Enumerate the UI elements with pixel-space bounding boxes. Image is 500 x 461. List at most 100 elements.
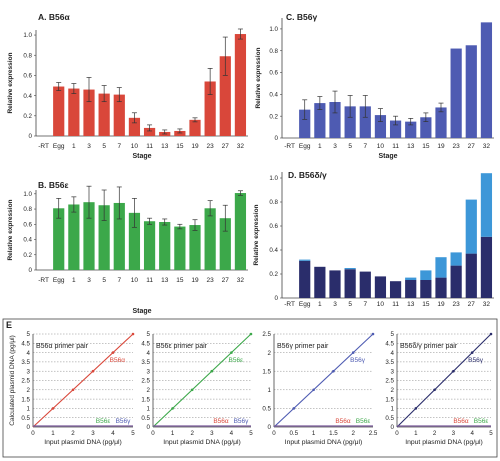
other-plasmid-label: B56α xyxy=(335,418,351,425)
data-point xyxy=(452,369,455,373)
bar xyxy=(405,121,417,138)
other-plasmid-label: B56ε xyxy=(356,418,371,425)
bar xyxy=(98,205,110,270)
y-tick-label: 0.5 xyxy=(21,415,30,422)
y-tick-label: 0 xyxy=(29,133,33,140)
x-axis-label: Stage xyxy=(132,308,151,315)
bar-segment xyxy=(374,276,387,298)
data-point xyxy=(470,351,474,354)
y-axis-label: Relative expression xyxy=(255,47,262,108)
y-tick-label: 1.0 xyxy=(269,26,278,33)
x-tick-label: 10 xyxy=(377,143,385,150)
x-axis-label: Input plasmid DNA (pg/μl) xyxy=(405,439,483,446)
y-tick-label: 1.5 xyxy=(262,368,271,375)
x-tick-label: 19 xyxy=(437,301,445,308)
x-tick-label: 3 xyxy=(452,430,456,437)
bar xyxy=(53,208,65,270)
x-tick-label: 32 xyxy=(237,277,245,284)
x-tick-label: 13 xyxy=(161,277,169,284)
x-tick-label: 7 xyxy=(117,143,121,150)
x-tick-label: 7 xyxy=(117,277,121,284)
bar xyxy=(68,204,80,270)
x-tick-label: -RT xyxy=(284,143,295,150)
bar xyxy=(219,56,231,136)
x-tick-label: 11 xyxy=(146,143,153,150)
x-tick-label: 2 xyxy=(71,430,75,437)
y-tick-label: 1.0 xyxy=(23,191,32,198)
y-tick-label: 4 xyxy=(391,350,395,357)
y-tick-label: 3.5 xyxy=(385,359,394,366)
x-axis-label: Stage xyxy=(378,153,397,160)
x-tick-label: 1.5 xyxy=(329,430,338,437)
bar xyxy=(128,117,141,136)
y-tick-label: 1.0 xyxy=(23,32,32,39)
primer-pair-title: B56γ primer pair xyxy=(277,343,329,350)
primer-pair-title: B56α primer pair xyxy=(36,343,89,350)
x-tick-label: 1 xyxy=(414,430,418,437)
y-tick-label: 2 xyxy=(147,387,151,394)
other-plasmid-label: B56α xyxy=(213,418,229,425)
y-tick-label: 0.6 xyxy=(269,70,278,77)
bar xyxy=(53,86,65,136)
bar xyxy=(480,22,493,139)
x-tick-label: 27 xyxy=(222,277,230,284)
x-tick-label: 1 xyxy=(318,301,322,308)
x-tick-label: 4 xyxy=(111,430,115,437)
y-tick-label: 3.5 xyxy=(141,359,150,366)
bar-segment xyxy=(344,269,356,298)
bar xyxy=(344,106,356,138)
bar xyxy=(314,103,326,138)
x-tick-label: 5 xyxy=(348,301,352,308)
x-tick-label: 13 xyxy=(161,143,169,150)
data-point xyxy=(190,388,194,392)
bar xyxy=(83,89,95,136)
bar-segment xyxy=(465,199,477,254)
panel-E1: 0 0.5 1 1.5 2 2.5 3 3.5 4 4.5 5 0 1 2 3 4 5 B56α primer p… xyxy=(9,331,135,446)
data-point xyxy=(210,369,214,373)
bar-segment xyxy=(299,260,311,298)
x-tick-label: 11 xyxy=(146,277,153,284)
y-tick-label: 1 xyxy=(27,406,31,413)
bar xyxy=(143,127,156,136)
y-tick-label: 4.5 xyxy=(385,341,394,348)
y-tick-label: 1.5 xyxy=(141,396,150,403)
x-tick-label: 11 xyxy=(392,301,399,308)
y-tick-label: 0.4 xyxy=(269,247,278,254)
standard-curve-line xyxy=(396,333,492,428)
bar xyxy=(420,117,432,138)
y-tick-label: 0.4 xyxy=(23,237,32,244)
bar xyxy=(374,115,387,138)
x-tick-label: 3 xyxy=(87,277,91,284)
x-tick-label: 1 xyxy=(51,430,55,437)
x-tick-label: 3 xyxy=(87,143,91,150)
main-plasmid-label: B56ε xyxy=(229,357,244,364)
bar-segment xyxy=(405,280,417,298)
x-axis-label: Stage xyxy=(132,153,151,160)
bar xyxy=(234,193,247,270)
y-tick-label: 0.8 xyxy=(23,52,32,59)
bar-segment xyxy=(450,252,462,266)
data-point xyxy=(351,351,355,354)
data-point xyxy=(111,351,115,354)
panel-E4: 0 0.5 1 1.5 2 2.5 3 3.5 4 4.5 5 0 1 2 3 4 5 B56δ/γ primer… xyxy=(385,331,493,446)
y-tick-label: 2.5 xyxy=(21,378,30,385)
panel-A: 0 0.2 0.4 0.6 0.8 1.0 A. B56α Relative expressi… xyxy=(7,12,248,160)
x-tick-label: 19 xyxy=(191,143,199,150)
panel-E3: 0 0.5 1 1.5 2 2.5 0 0.5 1 1.5 2 2.5 B56γ primer pair… xyxy=(262,331,377,446)
x-tick-label: 3 xyxy=(333,143,337,150)
x-tick-label: 3 xyxy=(333,301,337,308)
x-tick-label: Egg xyxy=(53,277,65,284)
main-plasmid-label: B56γ xyxy=(468,357,484,364)
bar xyxy=(143,221,156,270)
y-tick-label: 5 xyxy=(147,331,151,338)
x-tick-label: 5 xyxy=(249,430,253,437)
panel-title: A. B56α xyxy=(38,12,70,22)
y-axis-label: Relative expression xyxy=(7,52,14,113)
data-point xyxy=(249,332,253,336)
y-tick-label: 4.5 xyxy=(141,341,150,348)
other-plasmid-label: B56ε xyxy=(474,418,489,425)
y-tick-label: 0.8 xyxy=(269,199,278,206)
primer-pair-title: B56δ/γ primer pair xyxy=(400,343,458,350)
x-tick-label: 19 xyxy=(191,277,199,284)
data-point xyxy=(292,407,296,410)
